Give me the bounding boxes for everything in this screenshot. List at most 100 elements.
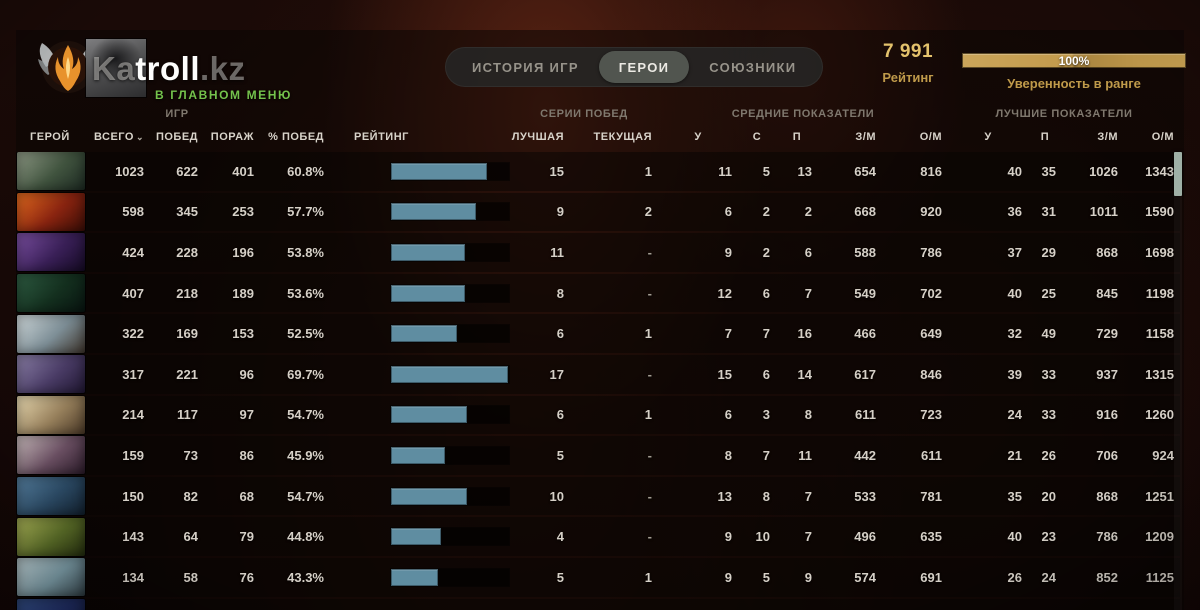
col-header-kills[interactable]: У bbox=[694, 131, 702, 143]
scrollbar-track[interactable] bbox=[1174, 152, 1182, 610]
stat-total: 150 bbox=[122, 488, 144, 504]
stat-xpm: 691 bbox=[920, 569, 942, 585]
col-header-xpm[interactable]: О/М bbox=[919, 131, 942, 143]
table-row[interactable]: 317 221 96 69.7% 17 - 15 6 14 617 846 39 33 937 1315 bbox=[16, 354, 1180, 394]
table-row[interactable]: 407 218 189 53.6% 8 - 12 6 7 549 702 40 25 845 1198 bbox=[16, 273, 1180, 313]
stat-best-xpm: 1209 bbox=[1145, 529, 1174, 545]
table-row[interactable]: 143 64 79 44.8% 4 - 9 10 7 496 635 40 23 786 1209 bbox=[16, 517, 1180, 556]
hero-rating-bar-cell bbox=[330, 568, 510, 586]
stat-xpm: 781 bbox=[920, 488, 942, 504]
stat-xpm: 816 bbox=[920, 163, 942, 179]
stat-assists: 11 bbox=[798, 447, 812, 463]
rating-bar-track bbox=[391, 528, 509, 546]
stat-wins: 218 bbox=[176, 285, 198, 301]
stat-best-assists: 33 bbox=[1041, 407, 1056, 423]
rating-bar-track bbox=[391, 446, 509, 464]
tab-heroes[interactable]: ГЕРОИ bbox=[598, 51, 690, 83]
stat-xpm: 649 bbox=[920, 326, 942, 342]
table-row[interactable]: 1023 622 401 60.8% 15 1 11 5 13 654 816 40 35 1026 134… bbox=[16, 152, 1180, 191]
col-header-total[interactable]: ВСЕГО ⌄ bbox=[94, 131, 144, 143]
stat-gpm: 668 bbox=[854, 204, 876, 220]
col-header-rating[interactable]: РЕЙТИНГ bbox=[354, 131, 409, 143]
table-row[interactable]: 159 73 86 45.9% 5 - 8 7 11 442 611 21 26 706 924 bbox=[16, 436, 1180, 475]
col-header-best-gpm[interactable]: З/М bbox=[1097, 131, 1118, 143]
stat-losses: 97 bbox=[239, 407, 254, 423]
hero-rating-bar-cell bbox=[330, 203, 510, 221]
col-header-best-assists[interactable]: П bbox=[1040, 131, 1050, 143]
hero-icon[interactable] bbox=[17, 598, 85, 610]
hero-cell bbox=[16, 558, 94, 597]
hero-rows: 1023 622 401 60.8% 15 1 11 5 13 654 816 40 35 1026 134… bbox=[16, 152, 1180, 610]
stat-wins: 345 bbox=[176, 204, 198, 220]
stat-kills: 9 bbox=[724, 244, 732, 260]
stat-total: 407 bbox=[122, 285, 144, 301]
col-header-winrate[interactable]: % ПОБЕД bbox=[268, 131, 324, 143]
rating-block: 7 991 Рейтинг bbox=[856, 41, 960, 85]
tab-allies[interactable]: СОЮЗНИКИ bbox=[709, 59, 797, 75]
hero-icon[interactable] bbox=[17, 477, 85, 516]
hero-cell bbox=[16, 436, 94, 475]
hero-cell bbox=[16, 517, 94, 556]
stat-total: 598 bbox=[122, 204, 144, 220]
hero-icon[interactable] bbox=[17, 192, 85, 231]
stat-total: 317 bbox=[122, 366, 144, 382]
col-header-wins[interactable]: ПОБЕД bbox=[155, 131, 198, 143]
stat-best-streak: 5 bbox=[556, 569, 564, 585]
col-header-best-streak[interactable]: ЛУЧШАЯ bbox=[511, 131, 564, 143]
col-header-losses[interactable]: ПОРАЖ bbox=[210, 131, 254, 143]
stat-wins: 117 bbox=[177, 407, 198, 423]
stat-deaths: 6 bbox=[762, 285, 770, 301]
stat-kills: 11 bbox=[718, 163, 732, 179]
stat-best-kills: 21 bbox=[1007, 447, 1022, 463]
stat-deaths: 5 bbox=[762, 569, 770, 585]
stat-best-assists: 24 bbox=[1041, 569, 1056, 585]
stat-current-streak: 2 bbox=[644, 204, 652, 220]
stat-best-streak: 15 bbox=[549, 163, 564, 179]
hero-icon[interactable] bbox=[17, 558, 85, 597]
table-row[interactable]: 322 169 153 52.5% 6 1 7 7 16 466 649 32 49 729 1158 bbox=[16, 314, 1180, 353]
col-header-best-kills[interactable]: У bbox=[984, 131, 992, 143]
table-row[interactable]: 424 228 196 53.8% 11 - 9 2 6 588 786 37 29 868 1698 bbox=[16, 233, 1180, 272]
table-row[interactable] bbox=[16, 598, 1180, 610]
rating-bar-track bbox=[391, 487, 509, 505]
table-row[interactable]: 150 82 68 54.7% 10 - 13 8 7 533 781 35 20 868 1251 bbox=[16, 476, 1180, 516]
stat-deaths: 7 bbox=[762, 326, 770, 342]
hero-icon[interactable] bbox=[17, 152, 85, 191]
scrollbar-thumb[interactable] bbox=[1174, 152, 1182, 196]
col-header-deaths[interactable]: С bbox=[752, 131, 762, 143]
table-row[interactable]: 134 58 76 43.3% 5 1 9 5 9 574 691 26 24 852 1125 bbox=[16, 557, 1180, 597]
hero-icon[interactable] bbox=[17, 233, 85, 272]
tab-match-history[interactable]: ИСТОРИЯ ИГР bbox=[472, 59, 579, 75]
stat-gpm: 442 bbox=[854, 447, 876, 463]
stat-assists: 13 bbox=[797, 163, 812, 179]
hero-icon[interactable] bbox=[17, 436, 85, 475]
stat-best-streak: 4 bbox=[556, 529, 564, 545]
stat-best-kills: 35 bbox=[1007, 488, 1022, 504]
hero-icon[interactable] bbox=[17, 517, 85, 556]
stat-best-streak: 8 bbox=[556, 285, 564, 301]
col-header-assists[interactable]: П bbox=[792, 131, 802, 143]
rating-bar-fill bbox=[391, 162, 487, 180]
hero-rating-bar-cell bbox=[330, 365, 510, 383]
stat-total: 424 bbox=[122, 244, 144, 260]
col-header-best-xpm[interactable]: О/М bbox=[1151, 131, 1174, 143]
stat-winrate: 60.8% bbox=[287, 163, 324, 179]
col-header-current-streak[interactable]: ТЕКУЩАЯ bbox=[593, 131, 652, 143]
hero-cell bbox=[16, 355, 94, 394]
table-group-headers: ИГР СЕРИИ ПОБЕД СРЕДНИЕ ПОКАЗАТЕЛИ ЛУЧШИ… bbox=[16, 108, 1180, 120]
rating-label: Рейтинг bbox=[882, 70, 934, 85]
stat-assists: 2 bbox=[804, 204, 812, 220]
col-header-gpm[interactable]: З/М bbox=[855, 131, 876, 143]
hero-cell bbox=[16, 152, 94, 191]
rating-bar-fill bbox=[391, 446, 446, 464]
stat-wins: 82 bbox=[183, 488, 198, 504]
hero-icon[interactable] bbox=[17, 274, 85, 313]
hero-icon[interactable] bbox=[17, 355, 85, 394]
hero-icon[interactable] bbox=[17, 395, 85, 434]
stat-losses: 253 bbox=[232, 204, 254, 220]
table-row[interactable]: 214 117 97 54.7% 6 1 6 3 8 611 723 24 33 916 1260 bbox=[16, 395, 1180, 435]
rank-confidence-label: Уверенность в ранге bbox=[1007, 76, 1141, 91]
col-header-hero[interactable]: ГЕРОЙ bbox=[30, 131, 70, 143]
hero-icon[interactable] bbox=[17, 314, 85, 353]
table-row[interactable]: 598 345 253 57.7% 9 2 6 2 2 668 920 36 31 1011 1590 bbox=[16, 192, 1180, 232]
